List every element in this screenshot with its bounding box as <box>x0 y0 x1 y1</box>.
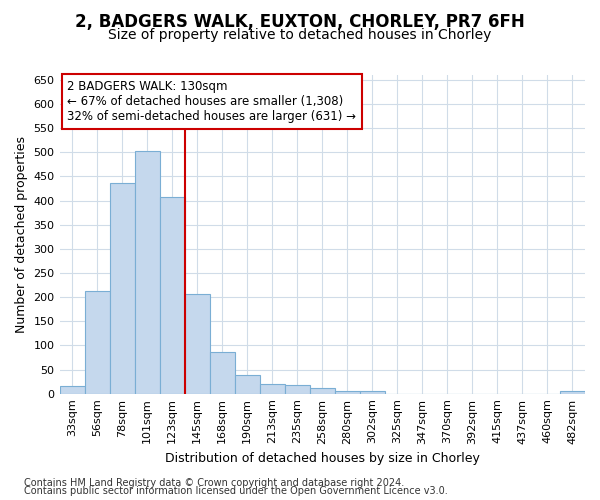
Bar <box>235 375 260 394</box>
Bar <box>160 196 185 394</box>
Bar <box>85 292 110 394</box>
Bar <box>560 391 585 394</box>
Bar <box>260 384 285 394</box>
Bar <box>134 151 160 394</box>
Text: 2 BADGERS WALK: 130sqm
← 67% of detached houses are smaller (1,308)
32% of semi-: 2 BADGERS WALK: 130sqm ← 67% of detached… <box>67 80 356 123</box>
X-axis label: Distribution of detached houses by size in Chorley: Distribution of detached houses by size … <box>165 452 480 465</box>
Bar <box>285 385 310 394</box>
Y-axis label: Number of detached properties: Number of detached properties <box>15 136 28 333</box>
Bar <box>335 391 360 394</box>
Bar <box>110 183 134 394</box>
Text: Contains public sector information licensed under the Open Government Licence v3: Contains public sector information licen… <box>24 486 448 496</box>
Bar <box>185 294 209 394</box>
Bar <box>310 388 335 394</box>
Bar <box>59 386 85 394</box>
Bar <box>209 352 235 394</box>
Text: Size of property relative to detached houses in Chorley: Size of property relative to detached ho… <box>109 28 491 42</box>
Bar <box>360 392 385 394</box>
Text: Contains HM Land Registry data © Crown copyright and database right 2024.: Contains HM Land Registry data © Crown c… <box>24 478 404 488</box>
Text: 2, BADGERS WALK, EUXTON, CHORLEY, PR7 6FH: 2, BADGERS WALK, EUXTON, CHORLEY, PR7 6F… <box>75 12 525 30</box>
